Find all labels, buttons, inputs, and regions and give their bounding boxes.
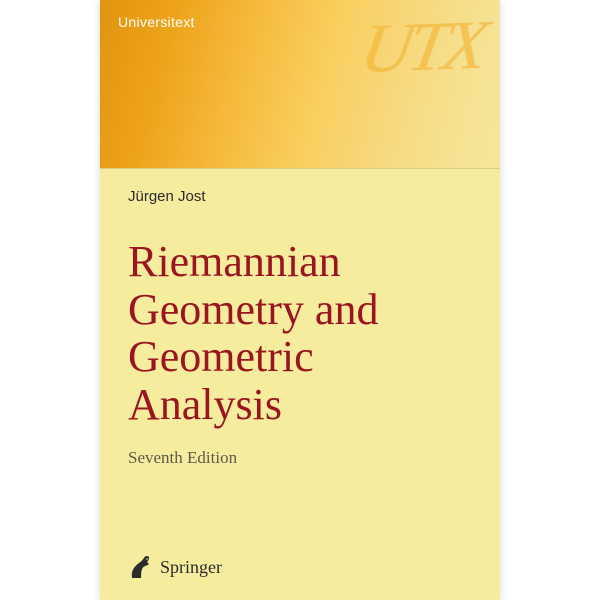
edition-label: Seventh Edition xyxy=(128,448,237,468)
series-label: Universitext xyxy=(118,14,195,30)
publisher-name: Springer xyxy=(160,557,222,578)
publisher-block: Springer xyxy=(128,554,222,580)
book-title: Riemannian Geometry and Geometric Analys… xyxy=(128,238,460,428)
springer-horse-icon xyxy=(128,554,152,580)
band-divider xyxy=(100,168,500,169)
author-name: Jürgen Jost xyxy=(128,188,206,205)
book-cover: Universitext UTX Jürgen Jost Riemannian … xyxy=(100,0,500,600)
